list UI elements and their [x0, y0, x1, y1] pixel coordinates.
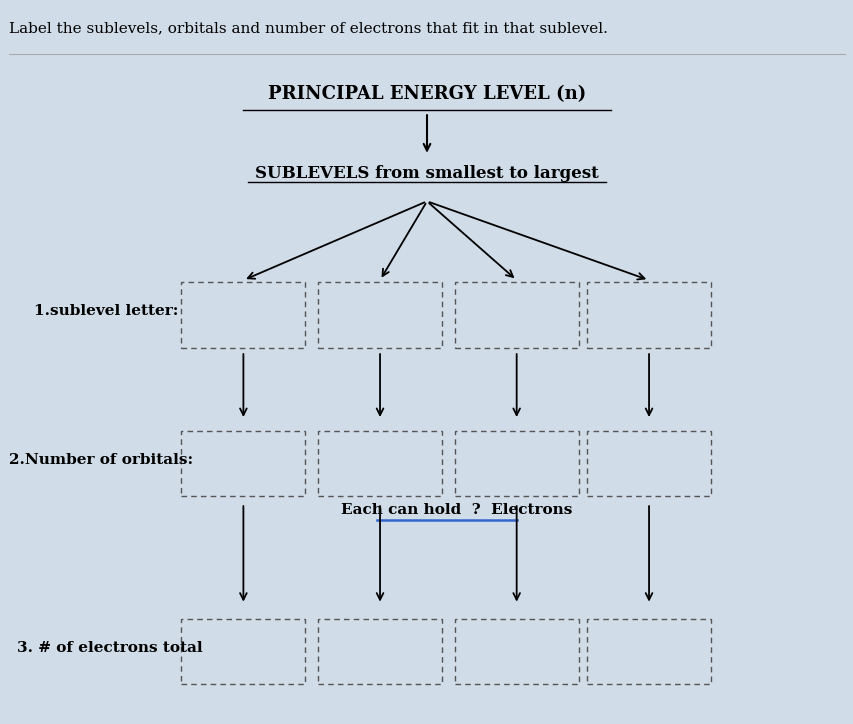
Text: 1.sublevel letter:: 1.sublevel letter: — [34, 304, 178, 319]
Text: SUBLEVELS from smallest to largest: SUBLEVELS from smallest to largest — [255, 165, 598, 182]
Text: 3. # of electrons total: 3. # of electrons total — [17, 641, 202, 655]
Text: 2.Number of orbitals:: 2.Number of orbitals: — [9, 452, 193, 467]
Text: Label the sublevels, orbitals and number of electrons that fit in that sublevel.: Label the sublevels, orbitals and number… — [9, 22, 606, 35]
Text: Each can hold  ?  Electrons: Each can hold ? Electrons — [341, 503, 572, 518]
Text: PRINCIPAL ENERGY LEVEL (n): PRINCIPAL ENERGY LEVEL (n) — [268, 85, 585, 103]
